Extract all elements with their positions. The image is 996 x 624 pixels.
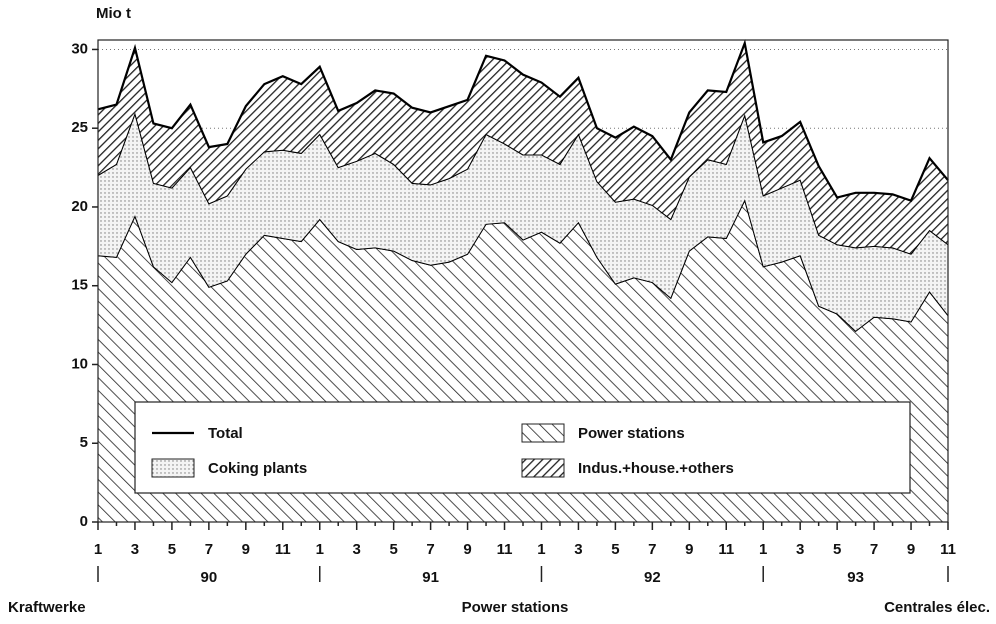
- x-tick-label: 7: [426, 541, 434, 558]
- x-tick-label: 11: [497, 541, 513, 558]
- total-line: [97, 39, 949, 203]
- x-tick-label: 9: [463, 541, 471, 558]
- legend-swatch: [521, 423, 565, 443]
- y-axis-label: Mio t: [96, 5, 131, 22]
- legend-label: Indus.+house.+others: [578, 460, 734, 477]
- legend-label: Total: [208, 425, 243, 442]
- x-tick-label: 7: [205, 541, 213, 558]
- footer-center: Power stations: [462, 599, 569, 616]
- y-tick-label: 10: [71, 355, 88, 372]
- x-tick-label: 5: [833, 541, 841, 558]
- x-tick-label: 3: [574, 541, 582, 558]
- x-tick-label: 3: [353, 541, 361, 558]
- x-tick-label: 5: [389, 541, 397, 558]
- y-tick-label: 15: [71, 277, 88, 294]
- legend-swatch: [151, 458, 195, 478]
- x-tick-label: 5: [611, 541, 619, 558]
- x-tick-label: 7: [648, 541, 656, 558]
- y-tick-label: 25: [71, 119, 88, 136]
- legend-swatch: [521, 458, 565, 478]
- footer-left: Kraftwerke: [8, 599, 86, 616]
- legend-box: [134, 401, 911, 494]
- x-tick-label: 1: [94, 541, 102, 558]
- footer-right: Centrales élec.: [884, 599, 990, 616]
- x-tick-label: 11: [940, 541, 956, 558]
- legend-label: Power stations: [578, 425, 685, 442]
- x-tick-label: 5: [168, 541, 176, 558]
- year-label: 91: [422, 569, 439, 586]
- x-tick-label: 1: [537, 541, 545, 558]
- y-tick-label: 20: [71, 198, 88, 215]
- x-tick-label: 1: [316, 541, 324, 558]
- y-tick-label: 30: [71, 40, 88, 57]
- x-tick-label: 9: [242, 541, 250, 558]
- year-label: 93: [847, 569, 864, 586]
- legend-label: Coking plants: [208, 460, 307, 477]
- x-tick-label: 9: [685, 541, 693, 558]
- year-label: 90: [201, 569, 218, 586]
- x-tick-label: 1: [759, 541, 767, 558]
- x-tick-label: 7: [870, 541, 878, 558]
- year-label: 92: [644, 569, 661, 586]
- x-tick-label: 3: [131, 541, 139, 558]
- x-tick-label: 11: [718, 541, 734, 558]
- x-tick-label: 11: [275, 541, 291, 558]
- y-tick-label: 0: [80, 513, 88, 530]
- x-tick-label: 3: [796, 541, 804, 558]
- x-tick-label: 9: [907, 541, 915, 558]
- y-tick-label: 5: [80, 434, 88, 451]
